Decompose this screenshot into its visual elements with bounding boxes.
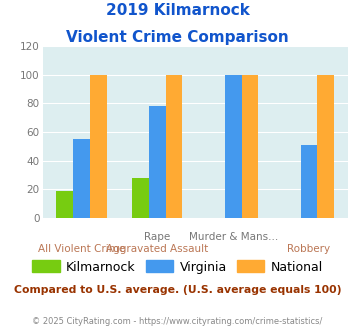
Text: Robbery: Robbery (288, 245, 331, 254)
Bar (166, 75, 182, 218)
Text: All Violent Crime: All Violent Crime (38, 245, 125, 254)
Bar (90, 75, 106, 218)
Text: Compared to U.S. average. (U.S. average equals 100): Compared to U.S. average. (U.S. average … (14, 285, 341, 295)
Text: Murder & Mans...: Murder & Mans... (189, 232, 278, 242)
Bar (149, 106, 166, 218)
Bar (241, 75, 258, 218)
Bar (56, 191, 73, 218)
Text: 2019 Kilmarnock: 2019 Kilmarnock (105, 3, 250, 18)
Bar (225, 75, 241, 218)
Legend: Kilmarnock, Virginia, National: Kilmarnock, Virginia, National (27, 255, 328, 279)
Text: Rape: Rape (144, 232, 170, 242)
Text: Violent Crime Comparison: Violent Crime Comparison (66, 30, 289, 45)
Text: © 2025 CityRating.com - https://www.cityrating.com/crime-statistics/: © 2025 CityRating.com - https://www.city… (32, 317, 323, 326)
Text: Aggravated Assault: Aggravated Assault (106, 245, 208, 254)
Bar (132, 178, 149, 218)
Bar (317, 75, 334, 218)
Bar (301, 145, 317, 218)
Bar (73, 139, 90, 218)
